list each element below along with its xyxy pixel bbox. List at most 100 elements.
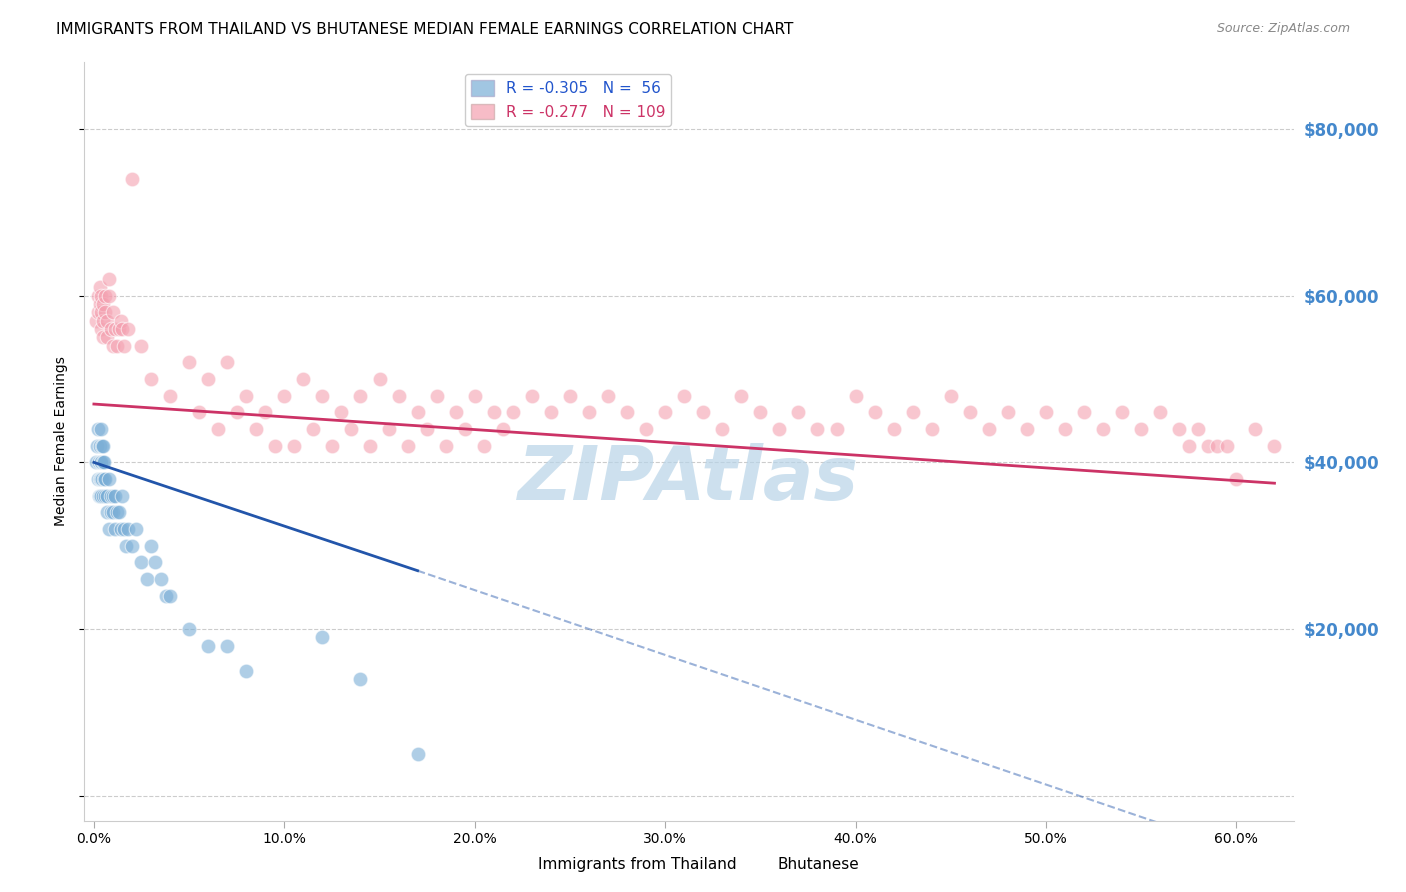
Point: [863, 405, 886, 419]
Point: [136, 572, 159, 586]
Point: [100, 489, 122, 503]
Point: [349, 389, 371, 403]
Point: [98, 272, 121, 286]
Point: [139, 539, 162, 553]
Point: [616, 405, 638, 419]
Point: [117, 522, 139, 536]
Point: [121, 539, 143, 553]
Point: [311, 389, 333, 403]
Point: [1111, 405, 1133, 419]
Point: [977, 422, 1000, 436]
Point: [91, 472, 114, 486]
Point: [997, 405, 1019, 419]
Point: [1187, 422, 1209, 436]
Point: [302, 422, 325, 436]
Point: [883, 422, 905, 436]
Point: [596, 389, 619, 403]
Point: [359, 439, 381, 453]
Text: Immigrants from Thailand: Immigrants from Thailand: [538, 857, 737, 871]
Point: [349, 672, 371, 686]
Point: [330, 405, 353, 419]
Point: [84, 455, 107, 469]
Point: [921, 422, 943, 436]
Point: [104, 522, 127, 536]
Point: [482, 405, 505, 419]
Point: [217, 355, 239, 369]
Point: [254, 405, 277, 419]
Point: [207, 422, 229, 436]
Point: [1035, 405, 1057, 419]
Point: [245, 422, 267, 436]
Point: [115, 539, 138, 553]
Point: [86, 422, 108, 436]
Point: [1015, 422, 1038, 436]
Point: [100, 505, 122, 519]
Point: [86, 305, 108, 319]
Point: [368, 372, 391, 386]
Point: [112, 339, 135, 353]
Point: [235, 664, 257, 678]
Point: [86, 439, 108, 453]
Point: [1244, 422, 1267, 436]
Point: [711, 422, 734, 436]
Point: [416, 422, 439, 436]
Point: [110, 314, 132, 328]
Point: [93, 455, 115, 469]
Point: [273, 389, 295, 403]
Point: [426, 389, 449, 403]
Point: [217, 639, 239, 653]
Point: [825, 422, 848, 436]
Point: [98, 472, 121, 486]
Point: [104, 489, 127, 503]
Point: [155, 589, 177, 603]
Point: [1130, 422, 1153, 436]
Point: [96, 330, 118, 344]
Point: [91, 439, 114, 453]
Point: [90, 422, 112, 436]
Point: [520, 389, 543, 403]
Point: [96, 489, 118, 503]
Point: [86, 289, 108, 303]
Point: [939, 389, 962, 403]
Point: [111, 322, 134, 336]
Point: [98, 289, 121, 303]
Point: [94, 289, 117, 303]
Point: [434, 439, 457, 453]
Point: [225, 405, 247, 419]
Point: [1178, 439, 1201, 453]
Point: [93, 314, 115, 328]
Point: [101, 489, 124, 503]
Point: [86, 472, 108, 486]
Point: [131, 555, 153, 569]
Text: Bhutanese: Bhutanese: [778, 857, 859, 871]
Point: [311, 631, 333, 645]
Point: [1225, 472, 1247, 486]
Point: [89, 472, 111, 486]
Point: [89, 297, 111, 311]
Y-axis label: Median Female Earnings: Median Female Earnings: [55, 357, 69, 526]
Point: [89, 489, 111, 503]
Point: [578, 405, 600, 419]
Text: Source: ZipAtlas.com: Source: ZipAtlas.com: [1216, 22, 1350, 36]
Point: [90, 305, 112, 319]
Point: [90, 472, 112, 486]
Point: [444, 405, 467, 419]
Point: [90, 289, 112, 303]
Point: [93, 472, 115, 486]
Point: [177, 622, 200, 636]
Point: [107, 322, 129, 336]
Point: [845, 389, 868, 403]
Point: [1197, 439, 1219, 453]
Point: [90, 489, 112, 503]
Point: [197, 639, 219, 653]
Point: [502, 405, 524, 419]
Point: [387, 389, 409, 403]
Point: [464, 389, 486, 403]
Point: [107, 505, 129, 519]
Point: [901, 405, 924, 419]
Point: [1216, 439, 1239, 453]
Point: [90, 455, 112, 469]
Point: [93, 330, 115, 344]
Point: [636, 422, 658, 436]
Point: [149, 572, 172, 586]
